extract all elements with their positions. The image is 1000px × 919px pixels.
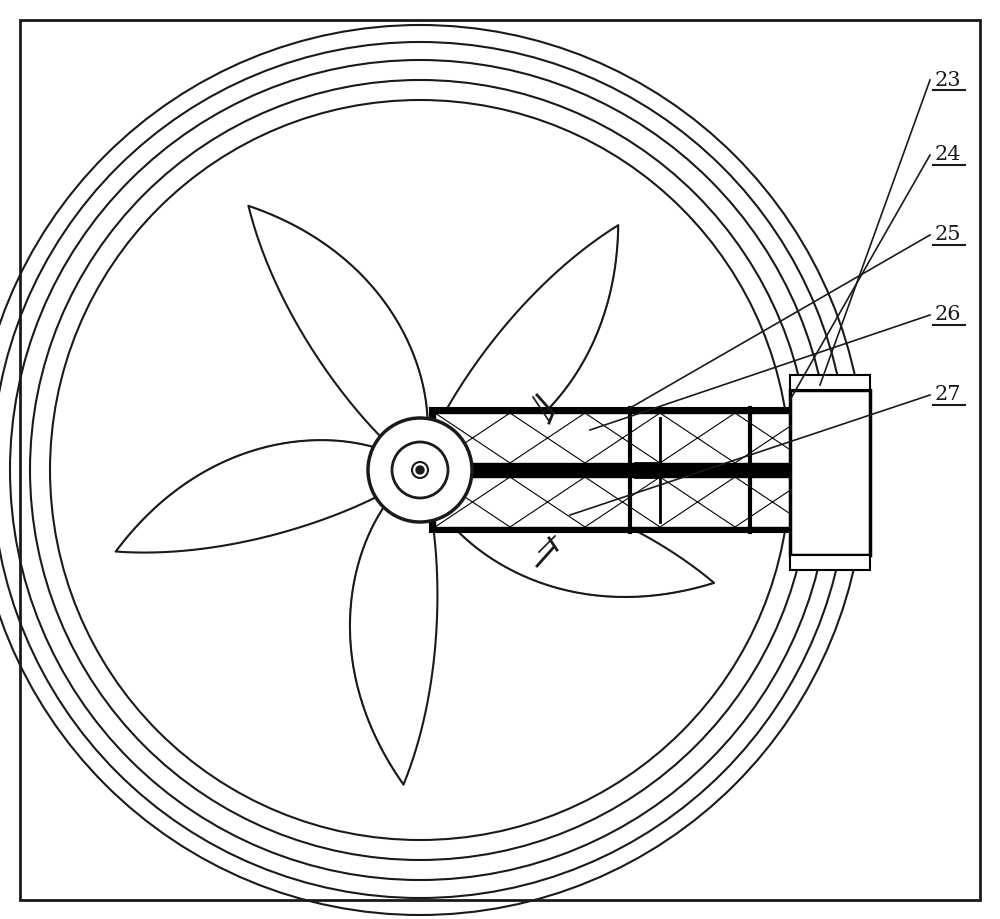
Text: 24: 24 [935,145,962,165]
Text: 23: 23 [935,71,962,89]
Polygon shape [350,470,437,785]
Circle shape [392,442,448,498]
Bar [790,555,870,570]
Circle shape [368,418,472,522]
Polygon shape [420,470,714,597]
Bar [430,466,840,474]
Bar [435,413,835,463]
Text: 26: 26 [935,305,962,324]
Bar [790,375,870,390]
Bar [790,390,870,555]
Bar [435,477,835,527]
Circle shape [412,462,428,478]
Text: 27: 27 [935,385,962,404]
Circle shape [416,466,424,474]
Polygon shape [248,206,428,470]
Polygon shape [420,225,618,471]
Polygon shape [116,440,420,552]
Bar [430,408,840,532]
Text: 25: 25 [935,225,962,244]
